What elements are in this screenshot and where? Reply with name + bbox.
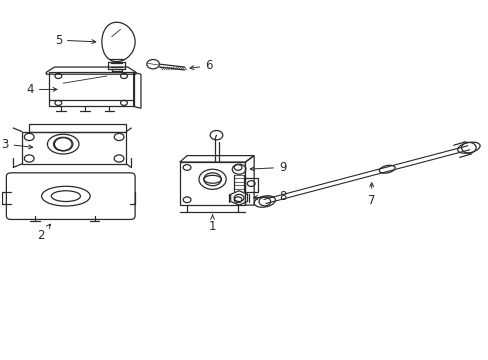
Text: 3: 3 <box>1 138 33 150</box>
Text: 1: 1 <box>208 215 216 233</box>
Text: 5: 5 <box>55 33 96 47</box>
Bar <box>29 125 126 132</box>
Bar <box>22 132 126 164</box>
Bar <box>180 162 245 205</box>
Text: 4: 4 <box>26 83 57 96</box>
Text: 8: 8 <box>253 190 286 203</box>
Text: 6: 6 <box>189 59 212 72</box>
Bar <box>245 178 257 192</box>
Text: 7: 7 <box>367 183 375 207</box>
Text: 9: 9 <box>250 161 286 174</box>
Text: 2: 2 <box>37 224 50 242</box>
Bar <box>48 72 133 107</box>
